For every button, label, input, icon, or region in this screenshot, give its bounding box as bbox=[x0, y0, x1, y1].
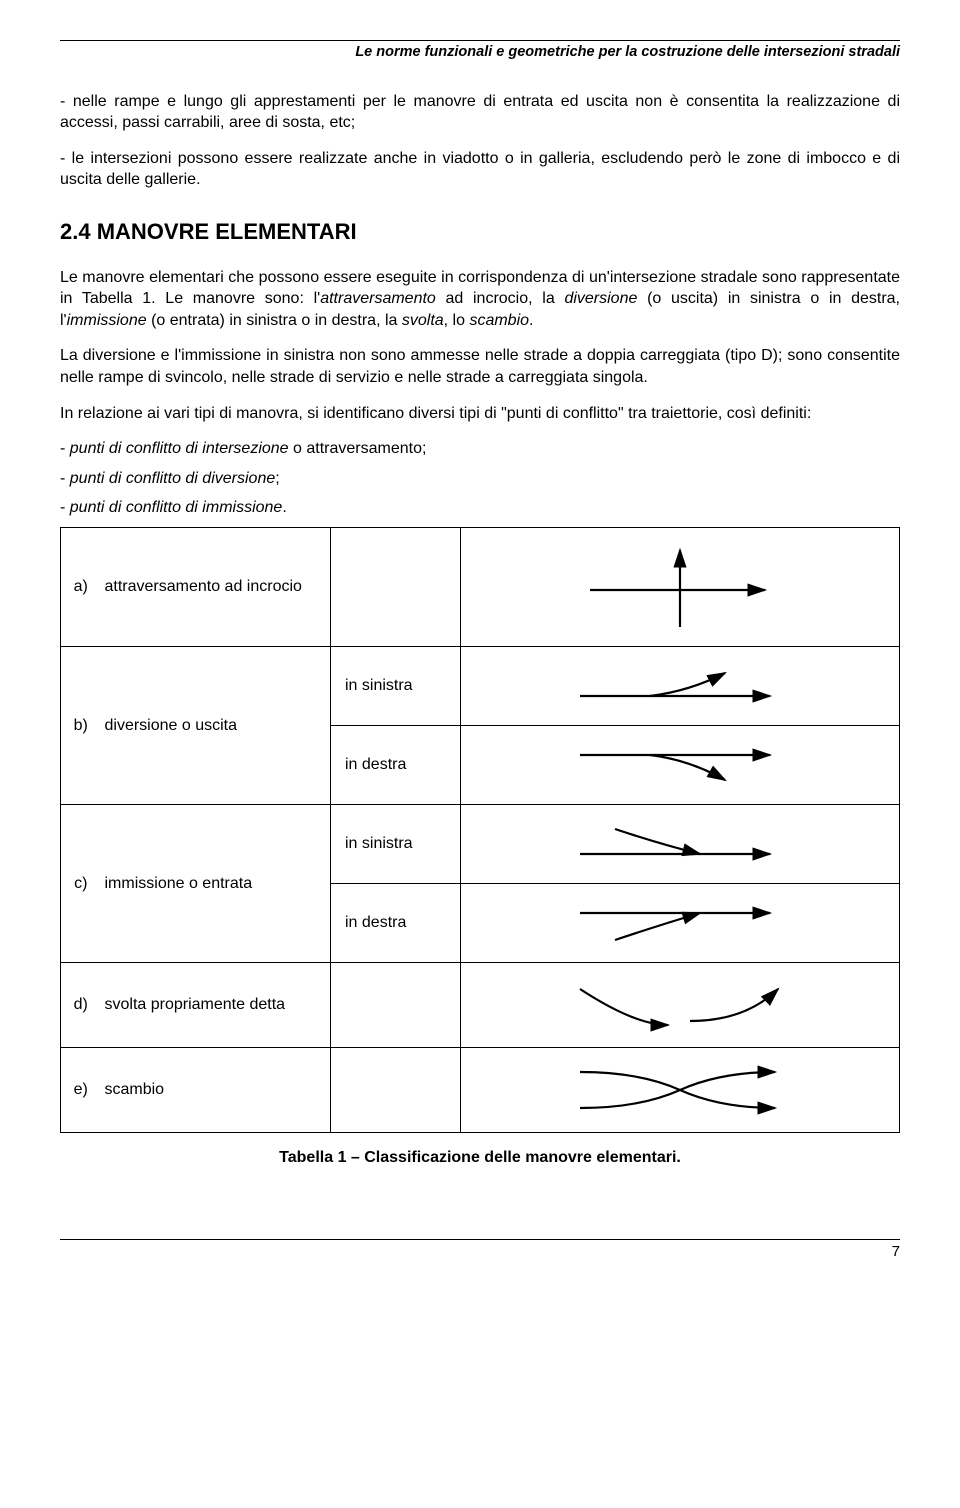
footer-rule bbox=[60, 1239, 900, 1240]
row-letter: e) bbox=[61, 1047, 101, 1132]
text-italic: punti di conflitto di immissione bbox=[70, 499, 283, 516]
diagram-diverge-right bbox=[461, 725, 900, 804]
row-sub: in sinistra bbox=[331, 804, 461, 883]
text-italic: diversione bbox=[564, 290, 637, 307]
table-row: e) scambio bbox=[61, 1047, 900, 1132]
table-caption: Tabella 1 – Classificazione delle manovr… bbox=[60, 1147, 900, 1169]
row-label: attraversamento ad incrocio bbox=[101, 527, 331, 646]
paragraph-2: - le intersezioni possono essere realizz… bbox=[60, 148, 900, 191]
row-label: svolta propriamente detta bbox=[101, 962, 331, 1047]
row-sub-empty bbox=[331, 527, 461, 646]
running-header: Le norme funzionali e geometriche per la… bbox=[60, 43, 900, 63]
text-italic: attraversamento bbox=[320, 290, 436, 307]
text-run: - bbox=[60, 499, 70, 516]
text-italic: punti di conflitto di diversione bbox=[70, 470, 275, 487]
bullet-2: - punti di conflitto di diversione; bbox=[60, 468, 900, 490]
table-row: d) svolta propriamente detta bbox=[61, 962, 900, 1047]
header-rule bbox=[60, 40, 900, 41]
text-italic: punti di conflitto di intersezione bbox=[70, 440, 289, 457]
text-italic: svolta bbox=[402, 312, 444, 329]
bullet-3: - punti di conflitto di immissione. bbox=[60, 497, 900, 519]
table-row: a) attraversamento ad incrocio bbox=[61, 527, 900, 646]
row-sub-empty bbox=[331, 1047, 461, 1132]
row-label: diversione o uscita bbox=[101, 646, 331, 804]
row-label: scambio bbox=[101, 1047, 331, 1132]
section-heading: 2.4 MANOVRE ELEMENTARI bbox=[60, 217, 900, 247]
bullet-1: - punti di conflitto di intersezione o a… bbox=[60, 438, 900, 460]
table-row: b) diversione o uscita in sinistra bbox=[61, 646, 900, 725]
page-number: 7 bbox=[60, 1242, 900, 1262]
text-run: o attraversamento; bbox=[289, 440, 427, 457]
diagram-merge-left bbox=[461, 804, 900, 883]
text-run: . bbox=[282, 499, 286, 516]
table-row: c) immissione o entrata in sinistra bbox=[61, 804, 900, 883]
row-letter: a) bbox=[61, 527, 101, 646]
text-italic: immissione bbox=[67, 312, 147, 329]
row-letter: b) bbox=[61, 646, 101, 804]
text-run: ad incrocio, la bbox=[436, 290, 565, 307]
text-run: - bbox=[60, 470, 70, 487]
row-sub: in sinistra bbox=[331, 646, 461, 725]
diagram-turn bbox=[461, 962, 900, 1047]
maneuvers-table: a) attraversamento ad incrocio b) divers… bbox=[60, 527, 900, 1133]
paragraph-1: - nelle rampe e lungo gli apprestamenti … bbox=[60, 91, 900, 134]
row-sub: in destra bbox=[331, 883, 461, 962]
text-run: (o entrata) in sinistra o in destra, la bbox=[147, 312, 402, 329]
row-sub: in destra bbox=[331, 725, 461, 804]
diagram-weave bbox=[461, 1047, 900, 1132]
text-run: . bbox=[529, 312, 533, 329]
paragraph-4: La diversione e l'immissione in sinistra… bbox=[60, 345, 900, 388]
footer: 7 bbox=[60, 1239, 900, 1262]
text-run: - bbox=[60, 440, 70, 457]
row-letter: c) bbox=[61, 804, 101, 962]
text-run: , lo bbox=[444, 312, 470, 329]
row-sub-empty bbox=[331, 962, 461, 1047]
row-letter: d) bbox=[61, 962, 101, 1047]
paragraph-3: Le manovre elementari che possono essere… bbox=[60, 267, 900, 332]
diagram-merge-right bbox=[461, 883, 900, 962]
paragraph-5: In relazione ai vari tipi di manovra, si… bbox=[60, 403, 900, 425]
diagram-crossing bbox=[461, 527, 900, 646]
text-italic: scambio bbox=[469, 312, 529, 329]
row-label: immissione o entrata bbox=[101, 804, 331, 962]
text-run: ; bbox=[275, 470, 279, 487]
diagram-diverge-left bbox=[461, 646, 900, 725]
